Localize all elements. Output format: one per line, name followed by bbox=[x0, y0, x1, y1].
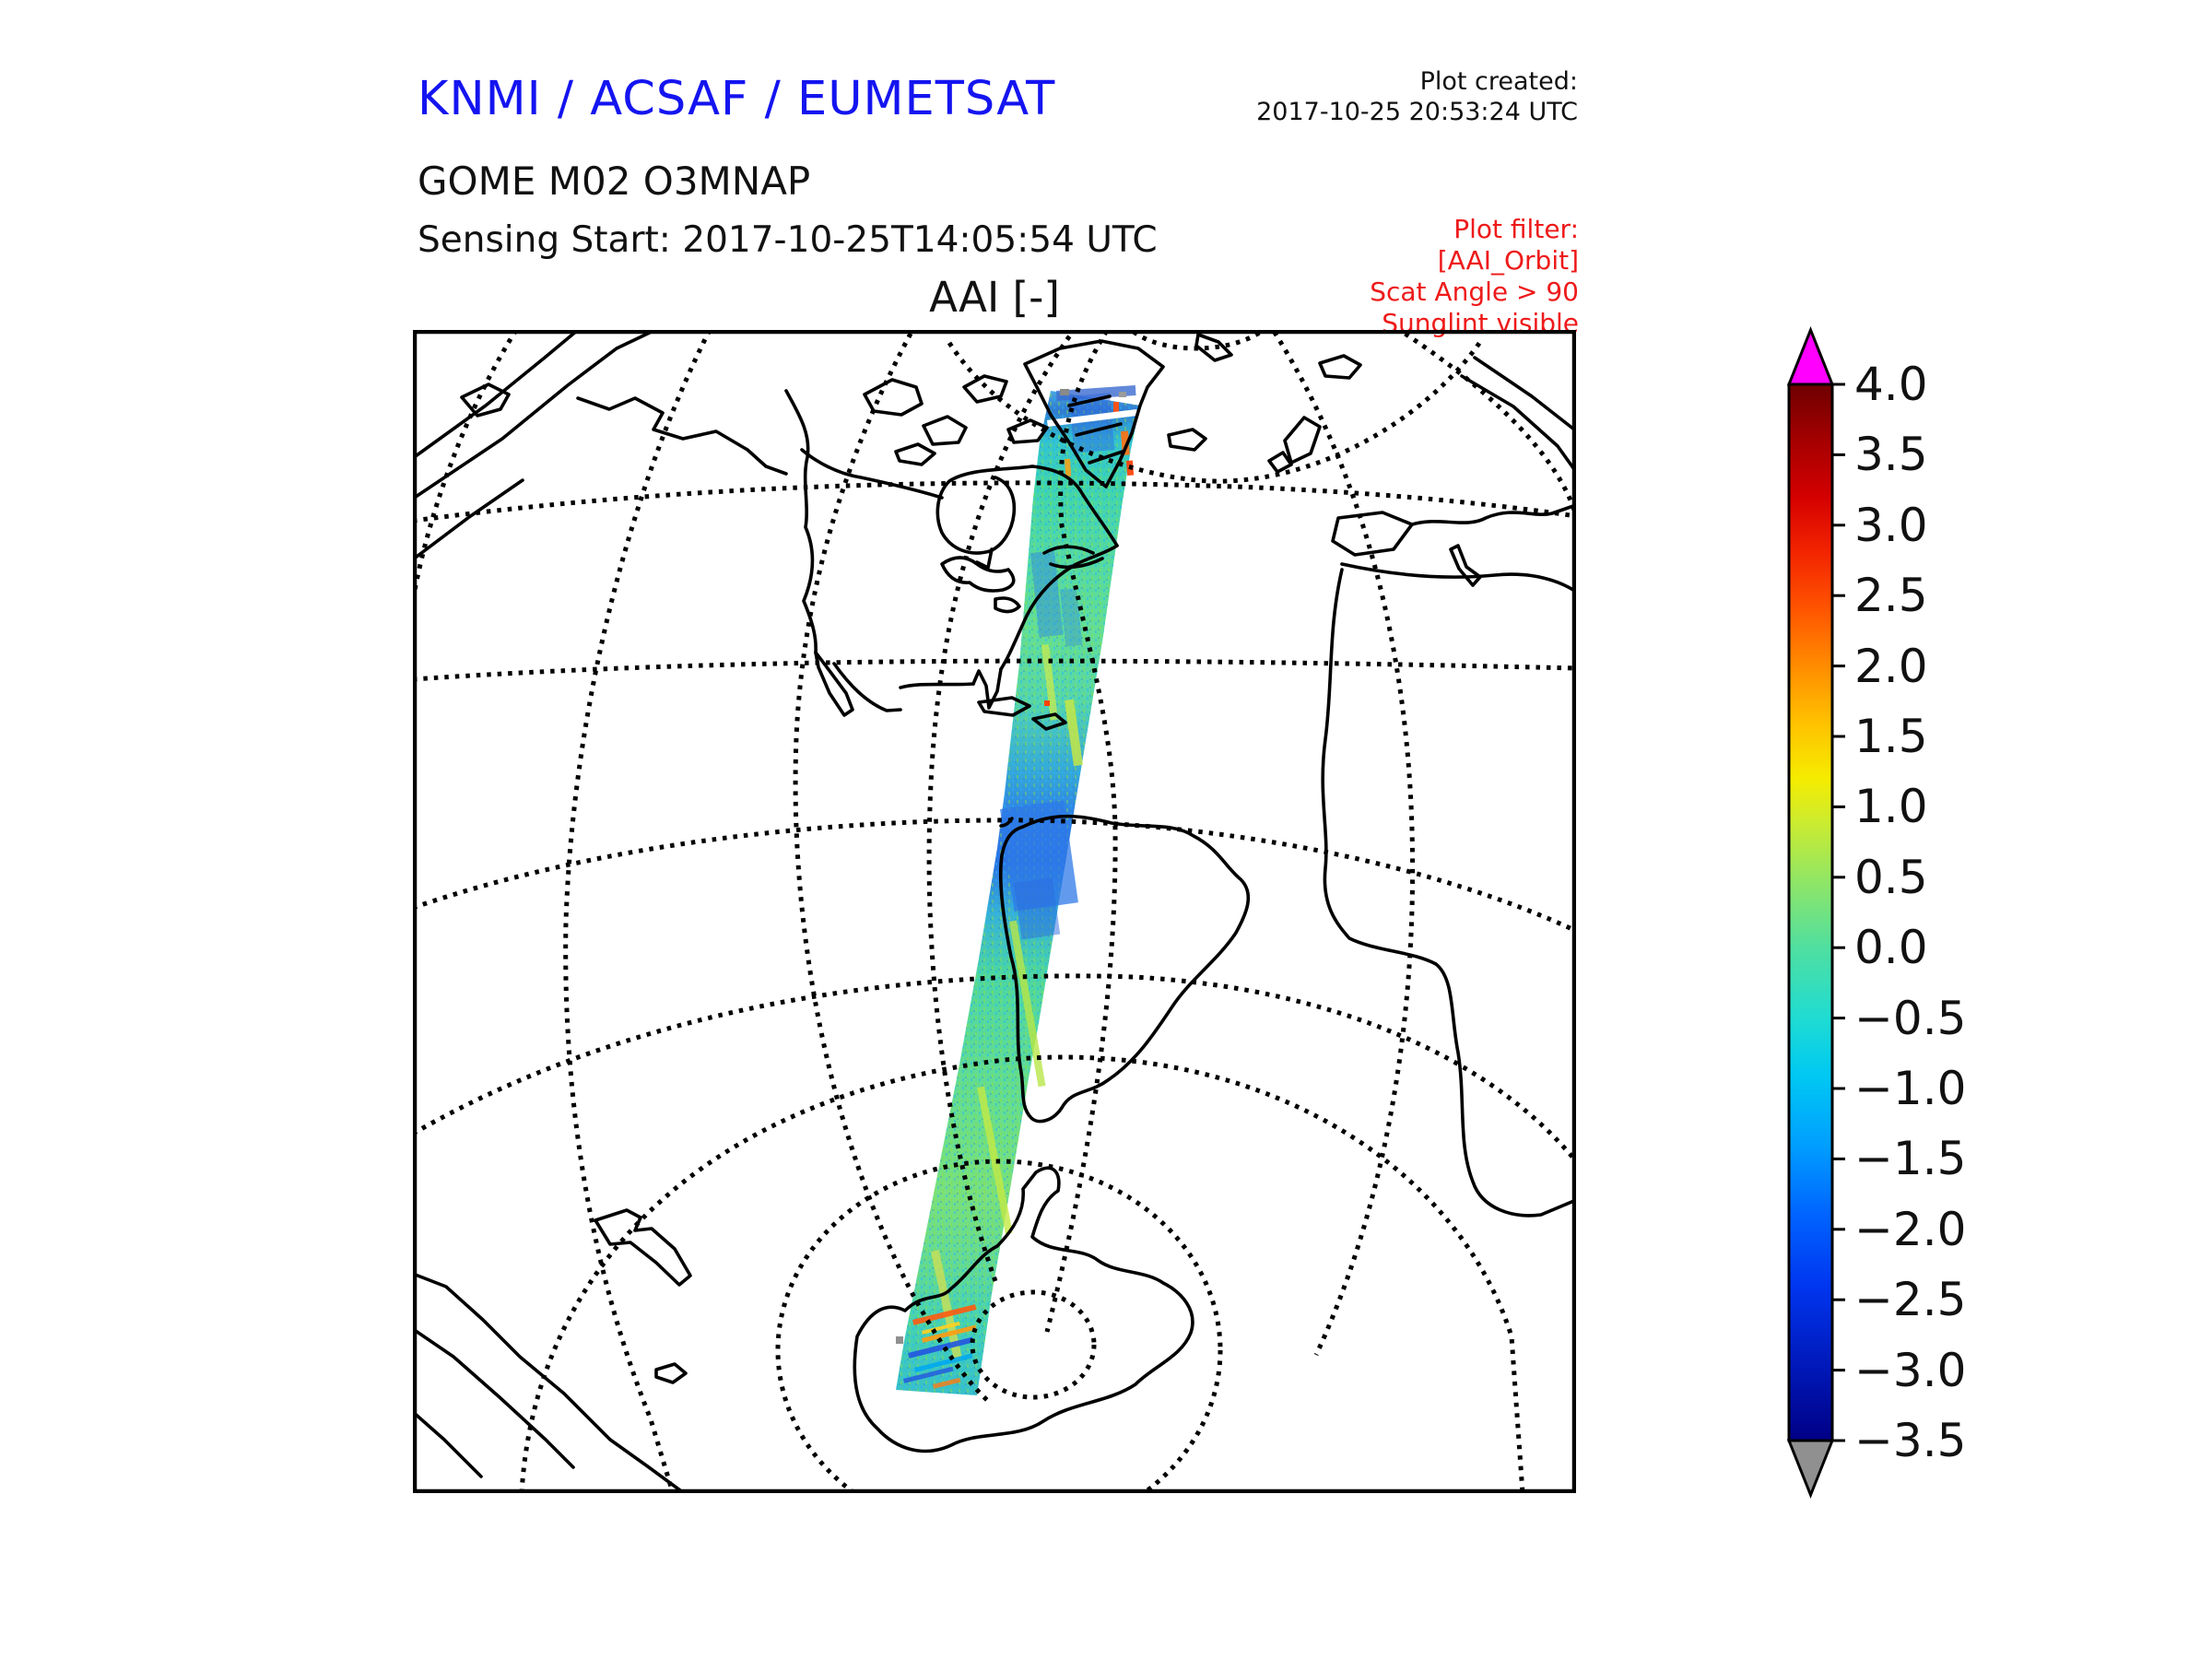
graticule bbox=[413, 330, 1576, 1493]
colorbar-over-range-arrow bbox=[1786, 325, 1835, 386]
colorbar-tick-label: 2.5 bbox=[1854, 569, 1928, 623]
colorbar-tick-label: −1.5 bbox=[1854, 1132, 1967, 1186]
satellite-swath bbox=[896, 385, 1140, 1395]
colorbar-tick-label: 2.0 bbox=[1854, 639, 1928, 693]
plot-filter-line: [AAI_Orbit] bbox=[1437, 245, 1579, 276]
colorbar-gradient bbox=[1787, 382, 1834, 1442]
colorbar bbox=[1786, 325, 1845, 1500]
colorbar-tick-label: −3.0 bbox=[1854, 1343, 1967, 1397]
colorbar-tick-label: −0.5 bbox=[1854, 991, 1967, 1045]
colorbar-tick-label: −1.0 bbox=[1854, 1062, 1967, 1115]
colorbar-tick-label: 4.0 bbox=[1854, 358, 1928, 411]
colorbar-tick-label: −2.5 bbox=[1854, 1273, 1967, 1327]
sensing-start: Sensing Start: 2017-10-25T14:05:54 UTC bbox=[418, 219, 1158, 261]
plot-created: Plot created: 2017-10-25 20:53:24 UTC bbox=[1256, 66, 1578, 127]
plot-created-label: Plot created: bbox=[1419, 67, 1578, 96]
world-map bbox=[413, 330, 1576, 1493]
plot-filter-line: Plot filter: bbox=[1453, 214, 1579, 244]
colorbar-tick-label: 3.0 bbox=[1854, 498, 1928, 552]
colorbar-tick-label: −3.5 bbox=[1854, 1414, 1967, 1467]
colorbar-tick-label: 1.0 bbox=[1854, 780, 1928, 834]
colorbar-under-range-arrow bbox=[1786, 1439, 1835, 1500]
product-name: GOME M02 O3MNAP bbox=[418, 159, 811, 204]
colorbar-ticks bbox=[1832, 382, 1845, 1442]
colorbar-tick-label: −2.0 bbox=[1854, 1202, 1967, 1256]
org-title: KNMI / ACSAF / EUMETSAT bbox=[418, 72, 1056, 126]
colorbar-tick-label: 0.0 bbox=[1854, 921, 1928, 975]
plot-filter-line: Scat Angle > 90 bbox=[1370, 276, 1579, 307]
colorbar-tick-label: 1.5 bbox=[1854, 710, 1928, 763]
coastlines bbox=[413, 330, 1576, 1493]
colorbar-tick-label: 0.5 bbox=[1854, 850, 1928, 904]
plot-created-value: 2017-10-25 20:53:24 UTC bbox=[1256, 98, 1578, 126]
colorbar-tick-label: 3.5 bbox=[1854, 428, 1928, 482]
map-title: AAI [-] bbox=[929, 273, 1060, 322]
map-border bbox=[413, 330, 1576, 1493]
